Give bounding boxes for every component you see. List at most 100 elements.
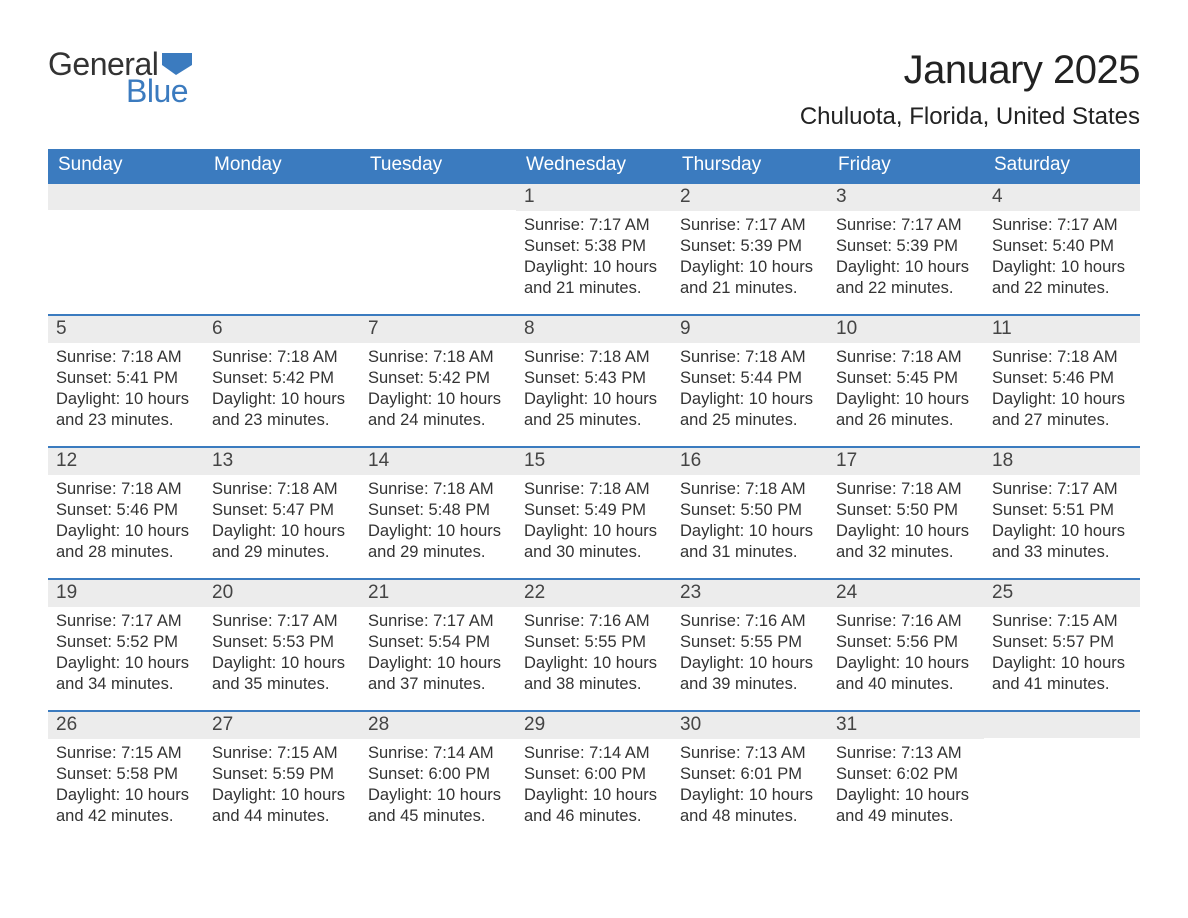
daylight-line: Daylight: 10 hours and 22 minutes. [836, 257, 976, 299]
weekday-header-cell: Saturday [984, 149, 1140, 182]
sunset-line: Sunset: 5:52 PM [56, 632, 196, 653]
day-content: Sunrise: 7:17 AMSunset: 5:54 PMDaylight:… [360, 607, 516, 703]
sunrise-line: Sunrise: 7:17 AM [992, 215, 1132, 236]
sunrise-line: Sunrise: 7:18 AM [524, 479, 664, 500]
day-number: 22 [516, 580, 672, 607]
sunset-line: Sunset: 5:50 PM [836, 500, 976, 521]
day-number [984, 712, 1140, 738]
sunrise-line: Sunrise: 7:15 AM [56, 743, 196, 764]
day-number: 19 [48, 580, 204, 607]
sunrise-line: Sunrise: 7:18 AM [212, 479, 352, 500]
day-cell: 25Sunrise: 7:15 AMSunset: 5:57 PMDayligh… [984, 580, 1140, 710]
day-number: 8 [516, 316, 672, 343]
daylight-line: Daylight: 10 hours and 21 minutes. [524, 257, 664, 299]
day-number: 29 [516, 712, 672, 739]
day-cell [48, 184, 204, 314]
sunrise-line: Sunrise: 7:18 AM [212, 347, 352, 368]
sunrise-line: Sunrise: 7:14 AM [368, 743, 508, 764]
sunset-line: Sunset: 6:00 PM [524, 764, 664, 785]
sunrise-line: Sunrise: 7:17 AM [212, 611, 352, 632]
day-cell: 26Sunrise: 7:15 AMSunset: 5:58 PMDayligh… [48, 712, 204, 842]
sunset-line: Sunset: 5:49 PM [524, 500, 664, 521]
sunset-line: Sunset: 5:40 PM [992, 236, 1132, 257]
day-content: Sunrise: 7:18 AMSunset: 5:42 PMDaylight:… [360, 343, 516, 439]
day-content: Sunrise: 7:13 AMSunset: 6:02 PMDaylight:… [828, 739, 984, 835]
daylight-line: Daylight: 10 hours and 27 minutes. [992, 389, 1132, 431]
day-number: 6 [204, 316, 360, 343]
daylight-line: Daylight: 10 hours and 31 minutes. [680, 521, 820, 563]
day-cell: 22Sunrise: 7:16 AMSunset: 5:55 PMDayligh… [516, 580, 672, 710]
sunrise-line: Sunrise: 7:18 AM [56, 347, 196, 368]
sunset-line: Sunset: 5:42 PM [212, 368, 352, 389]
day-cell: 2Sunrise: 7:17 AMSunset: 5:39 PMDaylight… [672, 184, 828, 314]
day-cell: 12Sunrise: 7:18 AMSunset: 5:46 PMDayligh… [48, 448, 204, 578]
day-number: 30 [672, 712, 828, 739]
day-content: Sunrise: 7:16 AMSunset: 5:55 PMDaylight:… [516, 607, 672, 703]
day-number: 3 [828, 184, 984, 211]
sunrise-line: Sunrise: 7:17 AM [56, 611, 196, 632]
day-number: 7 [360, 316, 516, 343]
day-cell: 7Sunrise: 7:18 AMSunset: 5:42 PMDaylight… [360, 316, 516, 446]
day-content: Sunrise: 7:14 AMSunset: 6:00 PMDaylight:… [516, 739, 672, 835]
sunrise-line: Sunrise: 7:18 AM [56, 479, 196, 500]
day-cell: 4Sunrise: 7:17 AMSunset: 5:40 PMDaylight… [984, 184, 1140, 314]
sunset-line: Sunset: 5:54 PM [368, 632, 508, 653]
sunset-line: Sunset: 5:42 PM [368, 368, 508, 389]
sunrise-line: Sunrise: 7:18 AM [368, 347, 508, 368]
day-content: Sunrise: 7:15 AMSunset: 5:58 PMDaylight:… [48, 739, 204, 835]
sunrise-line: Sunrise: 7:18 AM [836, 347, 976, 368]
daylight-line: Daylight: 10 hours and 39 minutes. [680, 653, 820, 695]
day-number [204, 184, 360, 210]
sunset-line: Sunset: 5:38 PM [524, 236, 664, 257]
day-content: Sunrise: 7:14 AMSunset: 6:00 PMDaylight:… [360, 739, 516, 835]
sunset-line: Sunset: 5:56 PM [836, 632, 976, 653]
day-number: 23 [672, 580, 828, 607]
daylight-line: Daylight: 10 hours and 24 minutes. [368, 389, 508, 431]
weekday-header-cell: Sunday [48, 149, 204, 182]
daylight-line: Daylight: 10 hours and 40 minutes. [836, 653, 976, 695]
day-content: Sunrise: 7:17 AMSunset: 5:40 PMDaylight:… [984, 211, 1140, 307]
day-number: 10 [828, 316, 984, 343]
day-content: Sunrise: 7:18 AMSunset: 5:48 PMDaylight:… [360, 475, 516, 571]
sunset-line: Sunset: 5:50 PM [680, 500, 820, 521]
day-cell: 29Sunrise: 7:14 AMSunset: 6:00 PMDayligh… [516, 712, 672, 842]
day-number [48, 184, 204, 210]
day-number: 14 [360, 448, 516, 475]
day-cell: 16Sunrise: 7:18 AMSunset: 5:50 PMDayligh… [672, 448, 828, 578]
day-content: Sunrise: 7:17 AMSunset: 5:39 PMDaylight:… [828, 211, 984, 307]
sunset-line: Sunset: 5:43 PM [524, 368, 664, 389]
daylight-line: Daylight: 10 hours and 37 minutes. [368, 653, 508, 695]
daylight-line: Daylight: 10 hours and 22 minutes. [992, 257, 1132, 299]
day-content: Sunrise: 7:17 AMSunset: 5:53 PMDaylight:… [204, 607, 360, 703]
sunset-line: Sunset: 6:00 PM [368, 764, 508, 785]
day-number: 17 [828, 448, 984, 475]
daylight-line: Daylight: 10 hours and 48 minutes. [680, 785, 820, 827]
sunrise-line: Sunrise: 7:18 AM [836, 479, 976, 500]
day-cell: 15Sunrise: 7:18 AMSunset: 5:49 PMDayligh… [516, 448, 672, 578]
day-number: 18 [984, 448, 1140, 475]
day-cell: 10Sunrise: 7:18 AMSunset: 5:45 PMDayligh… [828, 316, 984, 446]
daylight-line: Daylight: 10 hours and 33 minutes. [992, 521, 1132, 563]
daylight-line: Daylight: 10 hours and 45 minutes. [368, 785, 508, 827]
day-number: 24 [828, 580, 984, 607]
day-number: 4 [984, 184, 1140, 211]
day-content: Sunrise: 7:17 AMSunset: 5:51 PMDaylight:… [984, 475, 1140, 571]
day-content: Sunrise: 7:18 AMSunset: 5:41 PMDaylight:… [48, 343, 204, 439]
sunrise-line: Sunrise: 7:18 AM [524, 347, 664, 368]
daylight-line: Daylight: 10 hours and 21 minutes. [680, 257, 820, 299]
sunrise-line: Sunrise: 7:15 AM [212, 743, 352, 764]
daylight-line: Daylight: 10 hours and 34 minutes. [56, 653, 196, 695]
location-subtitle: Chuluota, Florida, United States [800, 103, 1140, 131]
day-content: Sunrise: 7:18 AMSunset: 5:45 PMDaylight:… [828, 343, 984, 439]
daylight-line: Daylight: 10 hours and 25 minutes. [524, 389, 664, 431]
daylight-line: Daylight: 10 hours and 41 minutes. [992, 653, 1132, 695]
day-number: 28 [360, 712, 516, 739]
sunset-line: Sunset: 5:53 PM [212, 632, 352, 653]
day-number: 27 [204, 712, 360, 739]
day-cell: 9Sunrise: 7:18 AMSunset: 5:44 PMDaylight… [672, 316, 828, 446]
sunrise-line: Sunrise: 7:16 AM [836, 611, 976, 632]
daylight-line: Daylight: 10 hours and 46 minutes. [524, 785, 664, 827]
day-number [360, 184, 516, 210]
daylight-line: Daylight: 10 hours and 28 minutes. [56, 521, 196, 563]
sunrise-line: Sunrise: 7:17 AM [836, 215, 976, 236]
